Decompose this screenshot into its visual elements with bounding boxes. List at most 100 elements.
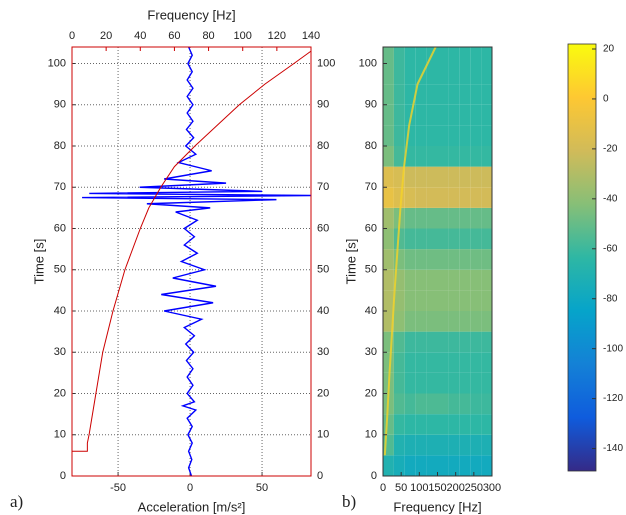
heatmap-cell: [437, 146, 449, 167]
heatmap-cell: [393, 311, 405, 332]
heatmap-cell: [426, 352, 438, 373]
heatmap-cell: [383, 84, 394, 105]
heatmap-cell: [393, 290, 405, 311]
heatmap-cell: [437, 455, 449, 476]
heatmap-cell: [383, 331, 394, 353]
xticks-label: 300: [483, 482, 501, 494]
heatmap-cell: [426, 228, 438, 250]
y-axis-title: Time [s]: [31, 239, 46, 285]
heatmap-cell: [459, 146, 471, 167]
heatmap-cell: [426, 249, 438, 270]
heatmap-cell: [481, 331, 492, 353]
heatmap-cell: [448, 84, 460, 105]
heatmap-cell: [383, 455, 394, 476]
heatmap-cell: [383, 47, 394, 64]
heatmap-cell: [393, 146, 405, 167]
heatmap-cell: [459, 414, 471, 435]
y-tick-label-right: 80: [317, 140, 329, 152]
heatmap-cell: [459, 47, 471, 64]
y-tick-label: 90: [54, 99, 66, 111]
heatmap-cell: [459, 352, 471, 373]
x2ticks-label: 60: [168, 30, 180, 42]
heatmap-cell: [437, 290, 449, 311]
heatmap-cell: [481, 269, 492, 291]
heatmap-cell: [415, 187, 427, 208]
heatmap-cell: [426, 311, 438, 332]
heatmap-cell: [383, 311, 394, 332]
heatmap-cell: [426, 434, 438, 456]
heatmap-cell: [437, 414, 449, 435]
y-tick-label: 70: [365, 181, 377, 193]
heatmap-cell: [448, 187, 460, 208]
heatmap-cell: [383, 290, 394, 311]
xticks-label: 0: [380, 482, 386, 494]
heatmap-cell: [481, 455, 492, 476]
heatmap-cell: [426, 63, 438, 85]
heatmap-cell: [404, 290, 416, 311]
heatmap-cell: [448, 434, 460, 456]
heatmap-cell: [448, 372, 460, 394]
heatmap-cell: [415, 372, 427, 394]
heatmap-cell: [426, 455, 438, 476]
heatmap-cell: [448, 207, 460, 229]
heatmap-cell: [415, 207, 427, 229]
y-tick-label: 30: [365, 346, 377, 358]
colorbar-tick-label: -20: [603, 144, 618, 155]
heatmap-cell: [426, 290, 438, 311]
heatmap-cell: [448, 63, 460, 85]
heatmap-cell: [470, 331, 482, 353]
y-tick-label: 10: [365, 429, 377, 441]
x2ticks-label: 40: [134, 30, 146, 42]
y-tick-label-right: 50: [317, 264, 329, 276]
x2ticks-label: 120: [268, 30, 286, 42]
heatmap-cell: [448, 269, 460, 291]
heatmap-cell: [459, 434, 471, 456]
heatmap-cell: [415, 455, 427, 476]
heatmap-cell: [481, 207, 492, 229]
heatmap-cell: [470, 414, 482, 435]
heatmap-cell: [393, 84, 405, 105]
heatmap-cell: [404, 311, 416, 332]
heatmap-cell: [415, 125, 427, 146]
heatmap-cell: [404, 455, 416, 476]
heatmap-cell: [481, 146, 492, 167]
heatmap-cell: [448, 352, 460, 373]
heatmap-cell: [437, 166, 449, 188]
heatmap-cell: [393, 393, 405, 415]
heatmap-cell: [470, 393, 482, 415]
heatmap-cell: [459, 125, 471, 146]
y-tick-label: 50: [54, 264, 66, 276]
colorbar-tick-label: -40: [603, 193, 618, 204]
xticks-label: 50: [395, 482, 407, 494]
heatmap-cell: [383, 414, 394, 435]
heatmap-cell: [459, 228, 471, 250]
heatmap-cell: [448, 166, 460, 188]
heatmap-cell: [383, 63, 394, 85]
heatmap-cell: [393, 249, 405, 270]
heatmap-cell: [404, 393, 416, 415]
heatmap-cell: [470, 104, 482, 126]
heatmap-cell: [459, 311, 471, 332]
heatmap-cell: [448, 104, 460, 126]
heatmap-cell: [393, 331, 405, 353]
heatmap-cell: [481, 47, 492, 64]
plot-frame: [71, 46, 312, 477]
y-tick-label: 10: [54, 429, 66, 441]
heatmap-cell: [437, 372, 449, 394]
heatmap-cell: [437, 63, 449, 85]
heatmap-cell: [437, 125, 449, 146]
heatmap-cell: [470, 166, 482, 188]
heatmap-cell: [415, 290, 427, 311]
heatmap-cell: [404, 47, 416, 64]
heatmap-cell: [415, 331, 427, 353]
heatmap-cell: [393, 434, 405, 456]
colorbar-tick-label: 0: [603, 94, 609, 105]
heatmap-cell: [437, 352, 449, 373]
heatmap-cell: [448, 393, 460, 415]
xticks-label: 50: [256, 482, 268, 494]
y-tick-label: 20: [365, 387, 377, 399]
heatmap-cell: [426, 414, 438, 435]
heatmap-cell: [448, 249, 460, 270]
